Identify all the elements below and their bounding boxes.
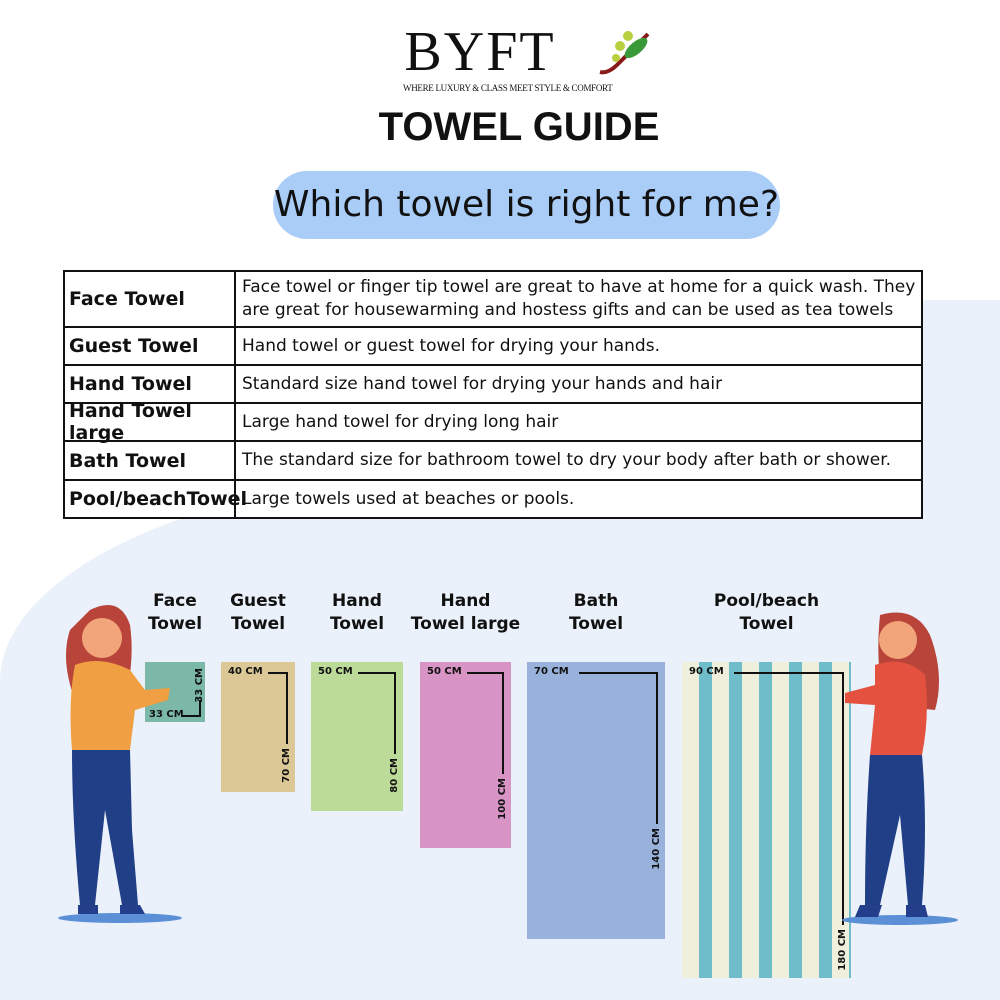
- towel-label: Hand Towel: [297, 590, 417, 636]
- towel-label-line: Towel: [739, 614, 794, 634]
- width-label: 70 CM: [534, 666, 569, 677]
- dimension-line: [734, 672, 842, 674]
- towel-description: Standard size hand towel for drying your…: [242, 373, 723, 394]
- dimension-line: [394, 672, 396, 754]
- dimension-line: [656, 672, 658, 825]
- dimension-line: [358, 672, 394, 674]
- height-label: 180 CM: [837, 928, 848, 971]
- width-label: 90 CM: [689, 666, 724, 677]
- towel-label-line: Towel: [568, 614, 624, 634]
- leaf-icon: [599, 31, 650, 75]
- towel-3: [420, 662, 511, 848]
- height-label: 70 CM: [281, 747, 292, 783]
- dimension-line: [842, 672, 844, 925]
- towel-label-line: Hand: [332, 591, 382, 611]
- towel-label-line: Guest: [230, 591, 286, 611]
- towel-label: Bath Towel: [536, 590, 656, 636]
- towel-label: Face Towel: [115, 590, 235, 636]
- towel-4: [527, 662, 665, 939]
- dimension-line: [268, 672, 286, 674]
- towel-name: Guest Towel: [65, 328, 236, 364]
- subtitle-pill: Which towel is right for me?: [273, 171, 780, 239]
- table-row: Hand Towel large Large hand towel for dry…: [65, 400, 921, 444]
- towel-label-line: Hand: [440, 591, 491, 611]
- towel-name: Pool/beachTowel: [65, 481, 247, 517]
- towel-table: Face Towel Face towel or finger tip towel…: [63, 270, 923, 519]
- towel-description: Face towel or finger tip towel are great…: [242, 277, 916, 320]
- towel-label-line: Towel: [147, 614, 203, 634]
- towel-name: Hand Towel large: [65, 400, 236, 444]
- dimension-line: [286, 672, 288, 744]
- woman-left-illustration: [58, 605, 182, 923]
- towel-label-line: Bath: [573, 591, 619, 611]
- towel-label-line: Towel: [329, 614, 385, 634]
- towel-1: [221, 662, 295, 792]
- towel-label-line: Pool/beach: [713, 591, 820, 611]
- height-label: 80 CM: [389, 757, 400, 793]
- dimension-line: [467, 672, 502, 674]
- table-row: Bath Towel The standard size for bathroom…: [65, 440, 921, 479]
- towel-label: Guest Towel: [198, 590, 318, 636]
- towel-label: Pool/beach Towel: [707, 590, 827, 636]
- towel-5: [682, 662, 851, 978]
- width-label: 50 CM: [427, 666, 462, 677]
- brand-name: BYFT: [404, 21, 556, 83]
- towel-description: The standard size for bathroom towel to …: [242, 450, 892, 470]
- width-label: 40 CM: [228, 666, 263, 677]
- table-row: Hand Towel Standard size hand towel for d…: [65, 364, 921, 402]
- woman-right-illustration: [842, 612, 958, 925]
- width-label: 50 CM: [318, 666, 353, 677]
- width-label: 33 CM: [149, 709, 184, 720]
- table-row: Pool/beachTowel Large towels used at beac…: [65, 479, 921, 517]
- table-row: Guest Towel Hand towel or guest towel for…: [65, 326, 921, 364]
- logo: BYFT: [0, 22, 1000, 82]
- height-label: 100 CM: [497, 778, 508, 820]
- towel-description: Large hand towel for drying long hair: [242, 411, 559, 432]
- dimension-line: [182, 715, 201, 717]
- towel-label-line: Towel: [230, 614, 286, 634]
- tagline: WHERE LUXURY & CLASS MEET STYLE & COMFOR…: [403, 83, 613, 93]
- towel-name: Hand Towel: [65, 366, 236, 402]
- towel-name: Bath Towel: [65, 442, 236, 479]
- towel-label-line: Face: [153, 591, 197, 611]
- towel-name: Face Towel: [65, 272, 236, 326]
- towel-label: Hand Towel large: [406, 590, 526, 636]
- dimension-line: [199, 700, 201, 717]
- table-row: Face Towel Face towel or finger tip towel…: [65, 272, 921, 326]
- dimension-line: [579, 672, 656, 674]
- page-title: TOWEL GUIDE: [378, 105, 660, 149]
- height-label: 140 CM: [651, 828, 662, 870]
- towel-description: Hand towel or guest towel for drying you…: [242, 335, 660, 356]
- dimension-line: [502, 672, 504, 775]
- towel-label-line: Towel large: [410, 614, 521, 634]
- towel-2: [311, 662, 403, 811]
- towel-description: Large towels used at beaches or pools.: [242, 488, 575, 509]
